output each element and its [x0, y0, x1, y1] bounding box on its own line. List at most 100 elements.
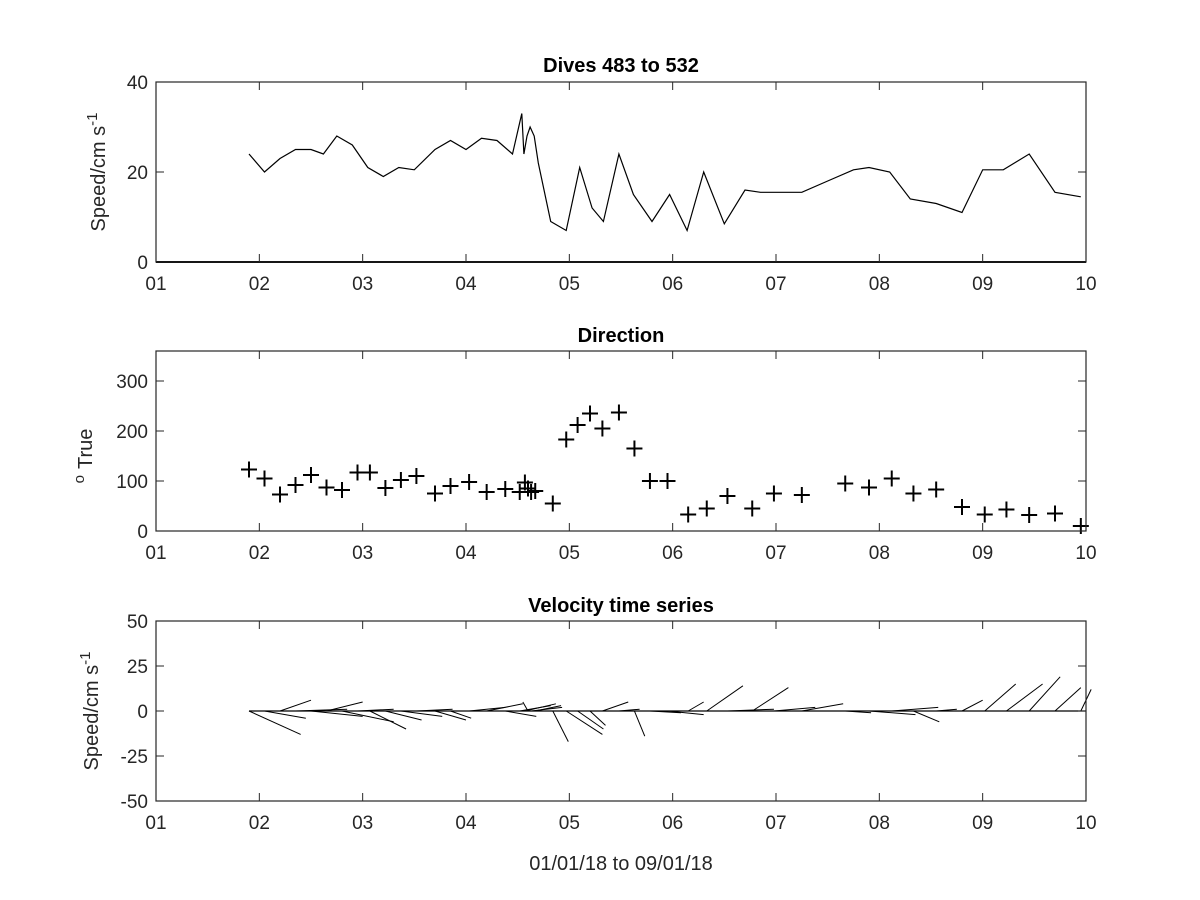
direction-panel-point — [408, 468, 425, 484]
direction-panel-ylabel: o True — [71, 429, 98, 484]
direction-panel-point — [744, 500, 761, 517]
velocity-panel-ylabel: Speed/cm s-1 — [77, 652, 104, 771]
direction-panel-point — [594, 420, 611, 437]
velocity-panel-stick — [400, 710, 443, 717]
velocity-panel-xtick-label: 10 — [1075, 813, 1096, 834]
direction-panel-ytick-label: 0 — [137, 522, 148, 543]
velocity-panel-axes-box — [155, 620, 1087, 802]
velocity-panel-ylabel-text: Speed/cm s — [81, 665, 103, 771]
speed-panel-xtick-label: 05 — [559, 274, 580, 295]
velocity-panel-ytick-label: 50 — [127, 612, 148, 633]
direction-panel-point — [954, 499, 970, 515]
velocity-panel-stick — [326, 701, 363, 712]
direction-panel-point — [303, 467, 319, 483]
velocity-panel-stick — [633, 710, 646, 737]
direction-panel-point — [497, 481, 514, 497]
speed-panel-xtick-label: 03 — [352, 274, 373, 295]
direction-panel-point — [558, 431, 575, 448]
direction-panel-point — [241, 461, 257, 478]
direction-panel-marks — [241, 404, 1089, 534]
speed-panel-xtick-label: 02 — [249, 274, 270, 295]
direction-panel-xtick-label: 03 — [352, 543, 373, 564]
velocity-panel-stick — [369, 710, 407, 730]
speed-panel-ylabel: Speed/cm s-1 — [84, 113, 111, 232]
velocity-panel-ytick-label: 25 — [127, 657, 148, 678]
velocity-panel-stick — [279, 699, 312, 712]
speed-panel-ytick-label: 0 — [137, 253, 148, 274]
velocity-panel-stick — [687, 701, 704, 712]
velocity-panel-ylabel-exponent: -1 — [77, 652, 94, 665]
direction-panel-point — [837, 475, 854, 492]
direction-panel-point — [272, 486, 288, 503]
velocity-panel-ytick-label: -25 — [121, 747, 148, 768]
direction-panel-point — [527, 483, 544, 499]
direction-panel-point — [998, 501, 1015, 518]
direction-panel-point — [976, 506, 993, 523]
direction-panel-point — [610, 404, 627, 421]
direction-panel-xtick-label: 10 — [1075, 543, 1096, 564]
speed-panel-xtick-label: 04 — [455, 274, 477, 295]
speed-panel-axes-box — [155, 81, 1087, 263]
direction-panel: Direction oTrue 01 02 03 04 05 06 07 08 09 100100… — [71, 325, 1097, 564]
direction-panel-point — [361, 464, 378, 481]
velocity-panel-stick — [961, 699, 983, 712]
speed-panel-ytick-label: 20 — [127, 163, 148, 184]
speed-panel-ticks: 01 02 03 04 05 06 07 08 09 10 0 20 40 — [127, 73, 1097, 295]
direction-panel-point — [905, 485, 922, 502]
velocity-panel-stick — [1028, 676, 1061, 712]
direction-panel-ytick-label: 100 — [116, 472, 148, 493]
velocity-panel-stick — [984, 683, 1017, 712]
velocity-panel-ytick-label: 0 — [137, 702, 148, 723]
velocity-panel-stick — [385, 710, 422, 721]
velocity-panel-xtick-label: 09 — [972, 813, 993, 834]
velocity-panel-stick — [801, 703, 844, 712]
direction-panel-point — [641, 473, 658, 489]
velocity-panel-stick — [486, 703, 523, 712]
direction-panel-point — [377, 480, 394, 496]
velocity-panel-xtick-label: 06 — [662, 813, 683, 834]
speed-panel-series-line — [248, 113, 1081, 233]
direction-panel-point — [793, 487, 810, 503]
direction-panel-xtick-label: 04 — [455, 543, 477, 564]
velocity-panel-stick — [450, 710, 472, 719]
velocity-panel-stick — [310, 710, 363, 717]
velocity-panel-xtick-label: 08 — [869, 813, 890, 834]
velocity-panel-stick — [248, 710, 301, 735]
speed-panel: Dives 483 to 532 Speed/cm s-1 01 02 03 04 05… — [84, 55, 1097, 295]
velocity-panel-marks — [248, 676, 1092, 742]
direction-panel-xtick-label: 09 — [972, 543, 993, 564]
velocity-panel-stick — [505, 710, 537, 717]
velocity-panel-stick — [264, 710, 306, 719]
velocity-panel-stick — [913, 710, 940, 723]
direction-panel-point — [928, 481, 945, 498]
velocity-panel-stick — [577, 710, 604, 730]
velocity-panel-stick — [751, 687, 789, 712]
direction-panel-point — [318, 479, 335, 496]
velocity-panel-stick — [341, 710, 394, 723]
velocity-panel-xtick-label: 01 — [145, 813, 166, 834]
speed-panel-xtick-label: 07 — [765, 274, 786, 295]
velocity-panel-ytick-label: -50 — [121, 792, 148, 813]
speed-panel-xtick-label: 09 — [972, 274, 993, 295]
direction-panel-ytick-label: 200 — [116, 422, 148, 443]
velocity-panel-xtick-label: 04 — [455, 813, 477, 834]
velocity-panel-stick — [602, 701, 629, 712]
direction-panel-ytick-label: 300 — [116, 372, 148, 393]
direction-panel-point — [698, 500, 715, 517]
direction-panel-point — [765, 485, 782, 502]
speed-panel-ylabel-text: Speed/cm s — [88, 126, 110, 232]
direction-panel-point — [461, 474, 478, 490]
velocity-panel-stick — [589, 710, 606, 726]
direction-panel-point — [1047, 505, 1063, 522]
speed-panel-ytick-label: 40 — [127, 73, 148, 94]
direction-panel-point — [520, 480, 536, 497]
direction-panel-point — [1021, 507, 1038, 523]
velocity-panel-xtick-label: 03 — [352, 813, 373, 834]
direction-panel-point — [883, 470, 900, 487]
velocity-panel-xtick-label: 02 — [249, 813, 270, 834]
direction-panel-point — [287, 477, 304, 493]
direction-panel-point — [569, 417, 586, 433]
speed-panel-ylabel-exponent: -1 — [84, 113, 101, 126]
direction-panel-ylabel-text: True — [75, 429, 97, 469]
